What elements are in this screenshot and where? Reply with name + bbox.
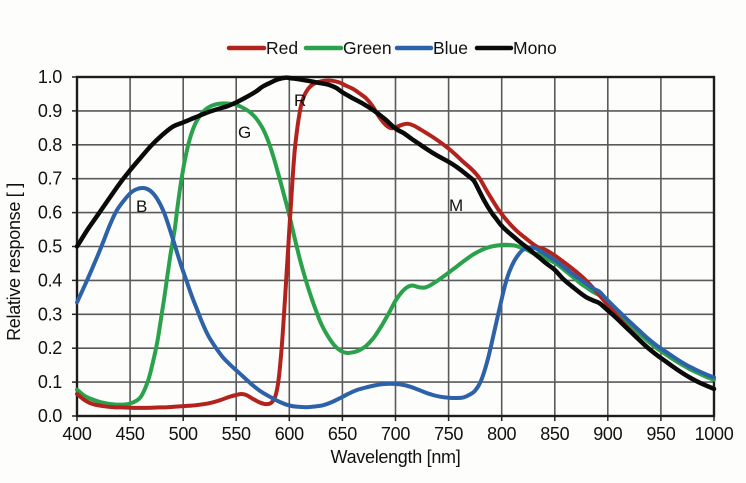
- svg-text:1000: 1000: [695, 424, 734, 444]
- svg-text:0.4: 0.4: [38, 270, 62, 290]
- svg-text:Blue: Blue: [433, 38, 468, 58]
- svg-text:0.2: 0.2: [38, 338, 62, 358]
- svg-text:M: M: [449, 196, 463, 215]
- svg-text:850: 850: [540, 424, 569, 444]
- svg-text:0.9: 0.9: [38, 101, 62, 121]
- svg-text:0.3: 0.3: [38, 304, 62, 324]
- svg-text:Relative response [ ]: Relative response [ ]: [4, 183, 24, 341]
- svg-text:800: 800: [487, 424, 516, 444]
- svg-text:R: R: [294, 91, 306, 110]
- svg-text:1.0: 1.0: [38, 67, 62, 87]
- svg-text:400: 400: [62, 424, 91, 444]
- svg-text:900: 900: [593, 424, 622, 444]
- svg-text:Green: Green: [343, 38, 392, 58]
- svg-text:700: 700: [381, 424, 410, 444]
- svg-text:0.0: 0.0: [38, 406, 62, 426]
- svg-text:0.8: 0.8: [38, 135, 62, 155]
- svg-text:0.1: 0.1: [38, 372, 62, 392]
- svg-text:Red: Red: [266, 38, 298, 58]
- svg-text:500: 500: [169, 424, 198, 444]
- svg-text:750: 750: [434, 424, 463, 444]
- svg-text:450: 450: [116, 424, 145, 444]
- svg-text:Wavelength [nm]: Wavelength [nm]: [331, 447, 461, 467]
- svg-text:0.5: 0.5: [38, 237, 62, 257]
- svg-text:950: 950: [646, 424, 675, 444]
- svg-text:650: 650: [328, 424, 357, 444]
- svg-text:600: 600: [275, 424, 304, 444]
- svg-text:0.7: 0.7: [38, 169, 62, 189]
- svg-text:B: B: [136, 197, 147, 216]
- svg-text:0.6: 0.6: [38, 203, 62, 223]
- svg-text:G: G: [238, 123, 251, 142]
- svg-text:Mono: Mono: [513, 38, 557, 58]
- svg-text:550: 550: [222, 424, 251, 444]
